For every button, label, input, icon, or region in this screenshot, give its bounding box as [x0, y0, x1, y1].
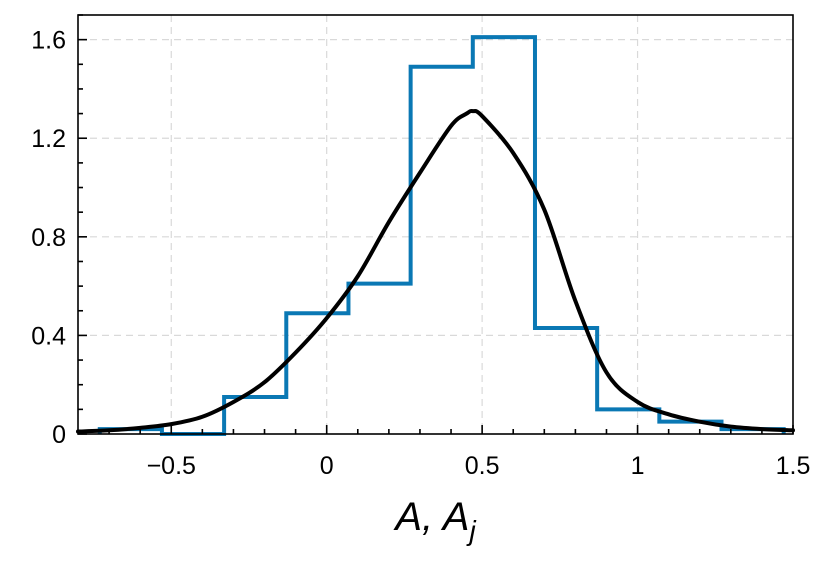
x-tick-label: −0.5 — [147, 452, 196, 480]
y-tick-label: 0.8 — [31, 224, 66, 252]
x-axis-label-subscript: j — [465, 515, 476, 546]
x-tick-label: 1 — [631, 452, 645, 480]
x-tick-label: 0.5 — [465, 452, 500, 480]
density-line — [76, 108, 795, 434]
y-tick-label: 1.6 — [31, 27, 66, 55]
x-tick-label: 1.5 — [776, 452, 811, 480]
plot-frame — [77, 14, 794, 435]
x-axis: −0.5 0 0.5 1 1.5 — [108, 425, 811, 480]
y-tick-label: 1.2 — [31, 125, 66, 153]
grid — [78, 15, 793, 434]
density-curve — [76, 108, 795, 434]
y-tick-label: 0.4 — [31, 322, 66, 350]
y-tick-label: 0 — [52, 421, 66, 449]
histogram-step — [97, 35, 786, 436]
x-axis-label: A, Aj — [393, 495, 476, 546]
y-axis: 0 0.4 0.8 1.2 1.6 — [31, 14, 87, 449]
x-tick-label: 0 — [320, 452, 334, 480]
x-axis-label-main: A, A — [393, 495, 469, 539]
histogram — [97, 35, 786, 436]
